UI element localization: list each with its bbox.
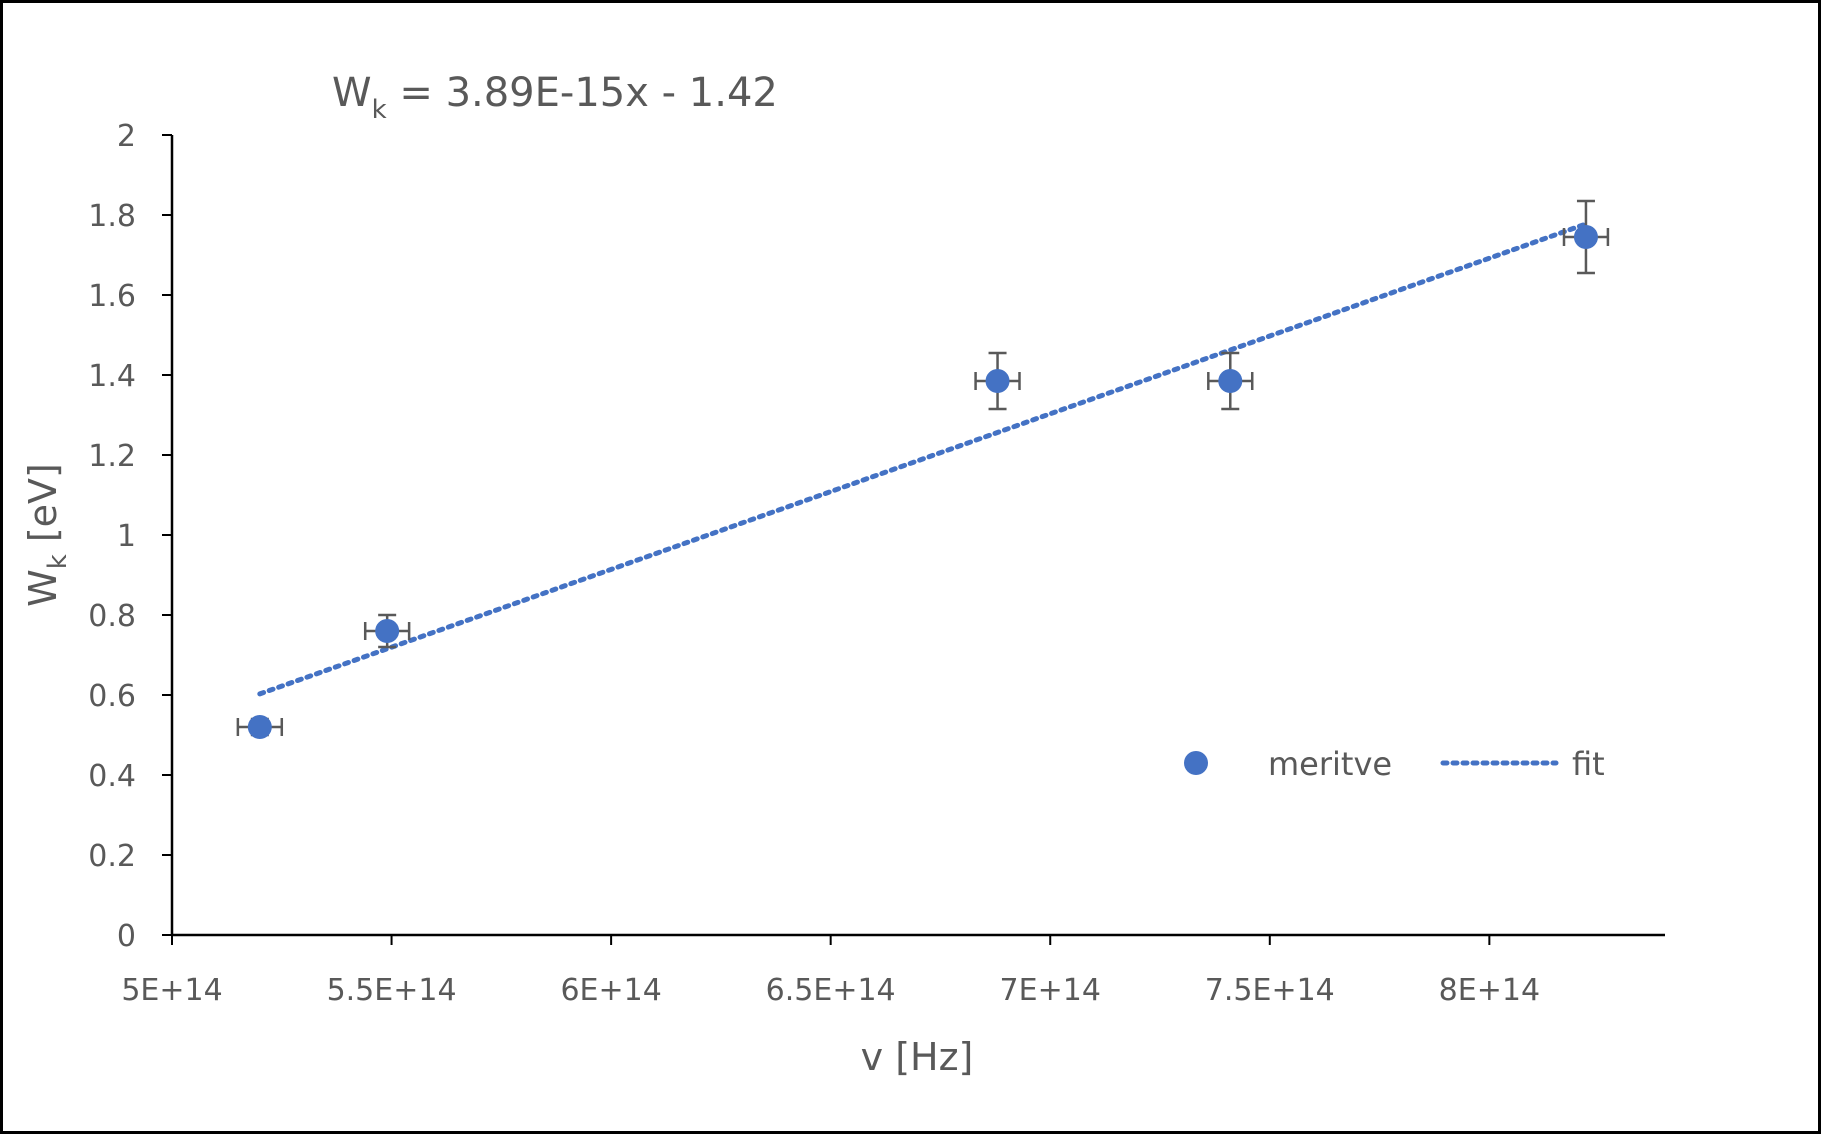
- y-tick-label: 1.6: [88, 279, 136, 314]
- y-tick-label: 1: [117, 519, 136, 554]
- legend-marker-meritve: [1184, 751, 1208, 775]
- fit-line: [257, 221, 1589, 697]
- fit-equation-rhs: = 3.89E-15x - 1.42: [387, 70, 778, 116]
- legend-label-fit: fit: [1572, 745, 1605, 783]
- y-tick-label: 0.2: [88, 839, 136, 874]
- legend-label-meritve: meritve: [1268, 745, 1392, 783]
- x-tick-label: 5E+14: [121, 973, 222, 1008]
- x-axis-ticks: 5E+14 5.5E+14 6E+14 6.5E+14 7E+14 7.5E+14 8E+1…: [121, 935, 1540, 1008]
- y-tick-label: 1.8: [88, 199, 136, 234]
- y-tick-label: 0: [117, 919, 136, 954]
- y-axis-ticks: 0 0.2 0.4 0.6 0.8 1 1.2 1.4 1.6 1.8 2: [88, 119, 172, 954]
- x-axis-title: v [Hz]: [861, 1035, 974, 1079]
- data-point: [1573, 225, 1598, 249]
- y-axis-title-rest: [eV]: [21, 463, 65, 554]
- x-tick-label: 7.5E+14: [1205, 973, 1335, 1008]
- data-point: [247, 715, 272, 739]
- y-tick-label: 0.8: [88, 599, 136, 634]
- x-tick-label: 6E+14: [560, 973, 661, 1008]
- x-tick-label: 8E+14: [1439, 973, 1540, 1008]
- y-tick-label: 0.6: [88, 679, 136, 714]
- y-tick-label: 1.2: [88, 439, 136, 474]
- x-tick-label: 6.5E+14: [766, 973, 896, 1008]
- y-axis-title-sub: k: [43, 554, 73, 569]
- data-point: [1218, 369, 1243, 393]
- y-tick-label: 0.4: [88, 759, 136, 794]
- data-point: [375, 619, 400, 643]
- y-axis-title: Wk [eV]: [21, 463, 73, 607]
- data-point: [985, 369, 1010, 393]
- fit-equation-main: W: [332, 70, 372, 116]
- y-axis-title-main: W: [21, 569, 65, 607]
- error-bars-layer: [236, 199, 1610, 737]
- fit-line-layer: [257, 221, 1589, 697]
- data-points-layer: [247, 225, 1598, 739]
- y-tick-label: 2: [117, 119, 136, 154]
- fit-equation: Wk = 3.89E-15x - 1.42: [332, 70, 778, 125]
- fit-equation-sub: k: [372, 95, 387, 125]
- x-tick-label: 5.5E+14: [327, 973, 457, 1008]
- legend: meritve fit: [1184, 745, 1605, 783]
- x-tick-label: 7E+14: [1000, 973, 1101, 1008]
- y-tick-label: 1.4: [88, 359, 136, 394]
